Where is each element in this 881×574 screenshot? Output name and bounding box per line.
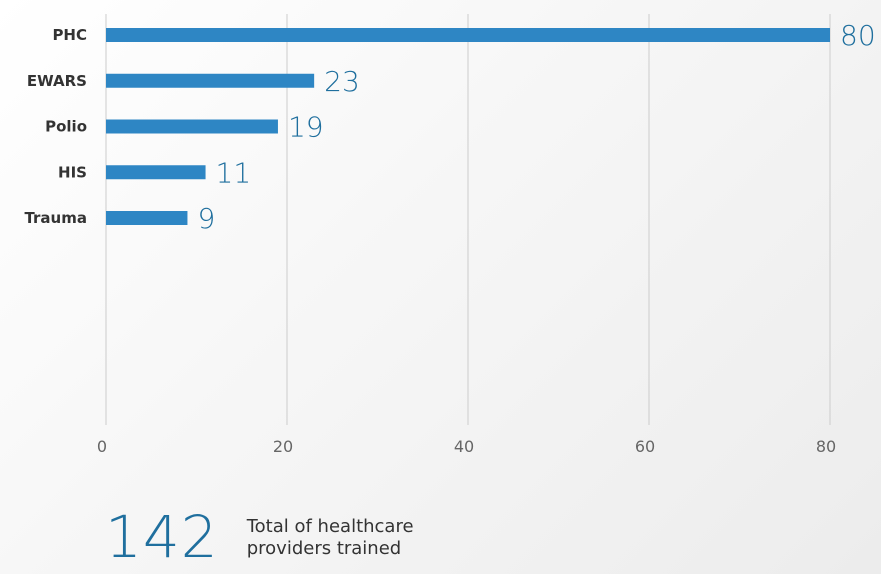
total-caption-line-2: providers trained bbox=[246, 538, 402, 559]
value-label-trauma: 9 bbox=[197, 202, 215, 235]
category-label-trauma: Trauma bbox=[24, 209, 87, 227]
value-label-polio: 19 bbox=[288, 111, 324, 144]
total-caption-line-1: Total of healthcare bbox=[246, 516, 414, 537]
total-summary: 142 Total of healthcare providers traine… bbox=[105, 508, 507, 566]
category-label-his: HIS bbox=[58, 163, 87, 181]
bar-ewars bbox=[106, 73, 315, 88]
bar-trauma bbox=[106, 211, 188, 225]
category-label-phc: PHC bbox=[52, 26, 87, 44]
total-caption: Total of healthcare providers trained bbox=[247, 516, 507, 560]
category-label-ewars: EWARS bbox=[27, 72, 87, 90]
bar-phc bbox=[106, 28, 830, 42]
x-tick-label-60: 60 bbox=[635, 437, 655, 456]
x-tick-label-0: 0 bbox=[97, 437, 107, 456]
total-count: 142 bbox=[105, 503, 219, 571]
chart-bars bbox=[106, 28, 830, 225]
value-label-ewars: 23 bbox=[324, 65, 360, 98]
x-tick-label-80: 80 bbox=[816, 437, 836, 456]
category-label-polio: Polio bbox=[45, 118, 87, 136]
value-label-phc: 80 bbox=[840, 19, 876, 52]
bar-polio bbox=[106, 119, 278, 134]
x-tick-label-20: 20 bbox=[273, 437, 293, 456]
x-tick-label-40: 40 bbox=[454, 437, 474, 456]
value-label-his: 11 bbox=[216, 156, 252, 189]
x-axis-ticks: 0 20 40 60 80 bbox=[97, 437, 836, 456]
category-labels: PHC EWARS Polio HIS Trauma bbox=[24, 26, 87, 227]
bar-his bbox=[106, 165, 206, 180]
